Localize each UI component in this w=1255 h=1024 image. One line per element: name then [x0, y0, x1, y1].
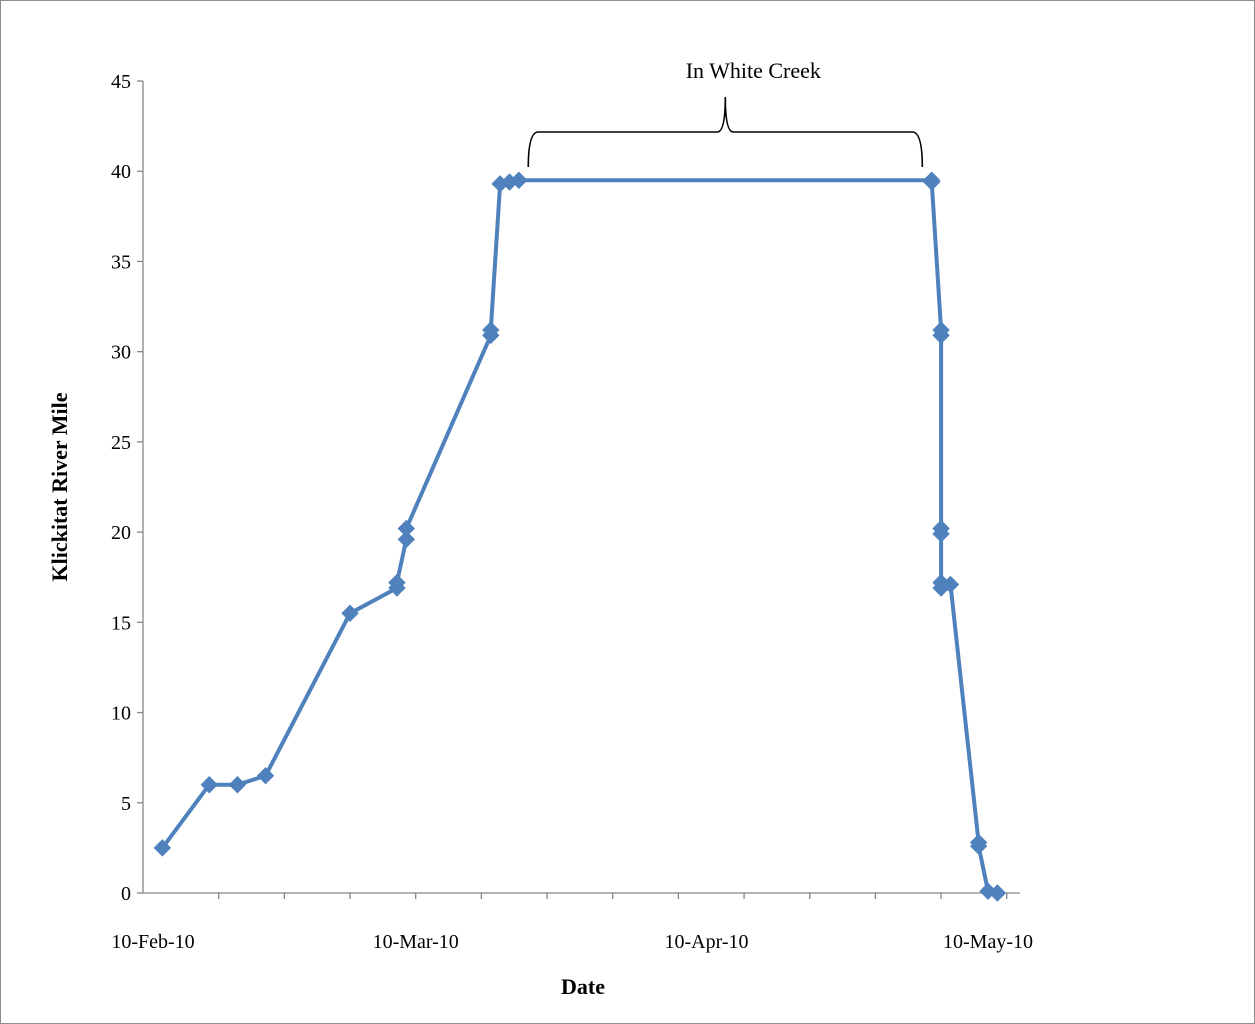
data-point-marker: [200, 776, 218, 794]
axes: [137, 80, 1020, 899]
data-point-marker: [510, 171, 528, 189]
data-point-marker: [482, 321, 500, 339]
series-line: [160, 178, 998, 895]
y-tick-label: 30: [111, 342, 131, 364]
x-tick-label: 10-May-10: [943, 931, 1033, 953]
data-point-marker: [988, 884, 1007, 902]
x-axis-title: Date: [561, 974, 605, 999]
data-point-marker: [941, 575, 960, 594]
data-point-marker: [388, 573, 406, 592]
y-tick-label: 40: [111, 161, 131, 183]
data-point-marker: [969, 837, 988, 855]
y-tick-labels: 0 5 10 15 20 25 30 35 40 45: [111, 71, 131, 905]
y-tick-label: 5: [121, 793, 131, 815]
data-point-marker: [932, 525, 950, 543]
annotation-brace: [527, 96, 924, 168]
data-point-marker: [397, 519, 416, 538]
data-point-marker: [256, 767, 275, 785]
x-tick-label: 10-Mar-10: [373, 931, 459, 953]
y-axis-title: Klickitat River Mile: [47, 392, 72, 581]
y-tick-label: 45: [111, 71, 131, 93]
y-tick-label: 35: [111, 251, 131, 273]
data-point-marker: [153, 839, 172, 857]
x-tick-label: 10-Apr-10: [665, 931, 749, 953]
y-tick-label: 20: [111, 522, 131, 544]
y-tick-label: 0: [121, 883, 131, 905]
data-point-marker: [228, 776, 247, 794]
data-point-marker: [932, 326, 950, 345]
x-tick-labels: 10-Feb-10 10-Mar-10 10-Apr-10 10-May-10: [111, 931, 1033, 953]
data-point-marker: [397, 530, 416, 549]
data-point-marker: [923, 173, 941, 191]
data-point-marker: [341, 604, 359, 623]
x-tick-label: 10-Feb-10: [111, 931, 194, 953]
y-tick-label: 10: [111, 703, 131, 725]
annotation-label: In White Creek: [686, 58, 821, 83]
y-tick-label: 25: [111, 432, 131, 454]
series-group: [153, 171, 1007, 902]
annotation-group: In White Creek: [527, 58, 924, 168]
y-tick-label: 15: [111, 612, 131, 634]
